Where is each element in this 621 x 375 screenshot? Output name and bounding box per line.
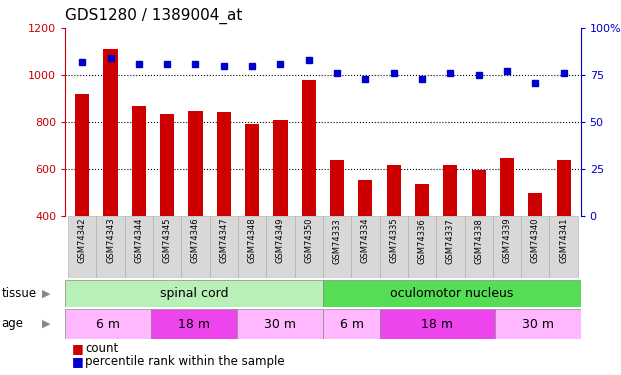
Bar — [443, 165, 458, 310]
Bar — [302, 80, 316, 310]
Text: oculomotor nucleus: oculomotor nucleus — [390, 287, 514, 300]
Text: GSM74343: GSM74343 — [106, 218, 115, 264]
Text: GSM74346: GSM74346 — [191, 218, 200, 264]
Bar — [471, 170, 486, 310]
Text: 18 m: 18 m — [178, 318, 210, 330]
Bar — [294, 216, 323, 278]
Bar — [245, 124, 259, 310]
Text: GDS1280 / 1389004_at: GDS1280 / 1389004_at — [65, 8, 243, 24]
Bar — [266, 216, 294, 278]
Bar — [465, 216, 493, 278]
Text: GSM74342: GSM74342 — [78, 218, 87, 263]
Bar — [387, 165, 401, 310]
Text: 30 m: 30 m — [264, 318, 296, 330]
Text: 6 m: 6 m — [96, 318, 120, 330]
Bar — [493, 216, 521, 278]
Bar — [65, 309, 151, 339]
Bar — [415, 184, 429, 310]
Text: 6 m: 6 m — [340, 318, 363, 330]
Text: ▶: ▶ — [42, 319, 51, 329]
Bar — [550, 216, 578, 278]
Text: GSM74350: GSM74350 — [304, 218, 313, 263]
Text: GSM74348: GSM74348 — [248, 218, 256, 264]
Bar — [528, 192, 542, 310]
Bar — [68, 216, 96, 278]
Text: GSM74345: GSM74345 — [163, 218, 171, 263]
Bar — [237, 309, 323, 339]
Bar — [238, 216, 266, 278]
Bar — [379, 216, 408, 278]
Text: tissue: tissue — [1, 287, 37, 300]
Bar — [104, 49, 117, 310]
Bar — [380, 309, 495, 339]
Bar — [358, 180, 373, 310]
Bar — [273, 120, 288, 310]
Bar — [75, 94, 89, 310]
Bar — [151, 309, 237, 339]
Text: age: age — [1, 318, 23, 330]
Bar — [210, 216, 238, 278]
Bar — [160, 114, 175, 310]
Bar — [330, 160, 344, 310]
Text: GSM74349: GSM74349 — [276, 218, 285, 263]
Bar — [217, 112, 231, 310]
Text: GSM74338: GSM74338 — [474, 218, 483, 264]
Bar — [323, 216, 351, 278]
Bar — [65, 280, 323, 307]
Text: ■: ■ — [71, 342, 83, 355]
Text: spinal cord: spinal cord — [160, 287, 229, 300]
Bar — [408, 216, 436, 278]
Text: GSM74333: GSM74333 — [333, 218, 342, 264]
Bar — [125, 216, 153, 278]
Bar — [495, 309, 581, 339]
Bar — [351, 216, 379, 278]
Text: 18 m: 18 m — [422, 318, 453, 330]
Text: GSM74336: GSM74336 — [417, 218, 427, 264]
Bar — [132, 106, 146, 310]
Text: GSM74341: GSM74341 — [559, 218, 568, 263]
Bar — [323, 309, 380, 339]
Text: 30 m: 30 m — [522, 318, 554, 330]
Bar — [521, 216, 550, 278]
Text: GSM74347: GSM74347 — [219, 218, 229, 264]
Bar — [188, 111, 202, 310]
Text: ■: ■ — [71, 355, 83, 368]
Bar — [181, 216, 210, 278]
Text: GSM74335: GSM74335 — [389, 218, 398, 264]
Text: count: count — [85, 342, 119, 355]
Bar — [556, 160, 571, 310]
Bar — [96, 216, 125, 278]
Text: ▶: ▶ — [42, 288, 51, 298]
Bar — [153, 216, 181, 278]
Bar — [323, 280, 581, 307]
Text: percentile rank within the sample: percentile rank within the sample — [85, 355, 284, 368]
Text: GSM74334: GSM74334 — [361, 218, 370, 264]
Text: GSM74337: GSM74337 — [446, 218, 455, 264]
Bar — [436, 216, 465, 278]
Text: GSM74340: GSM74340 — [531, 218, 540, 263]
Text: GSM74339: GSM74339 — [502, 218, 512, 264]
Bar — [500, 158, 514, 310]
Text: GSM74344: GSM74344 — [134, 218, 143, 263]
